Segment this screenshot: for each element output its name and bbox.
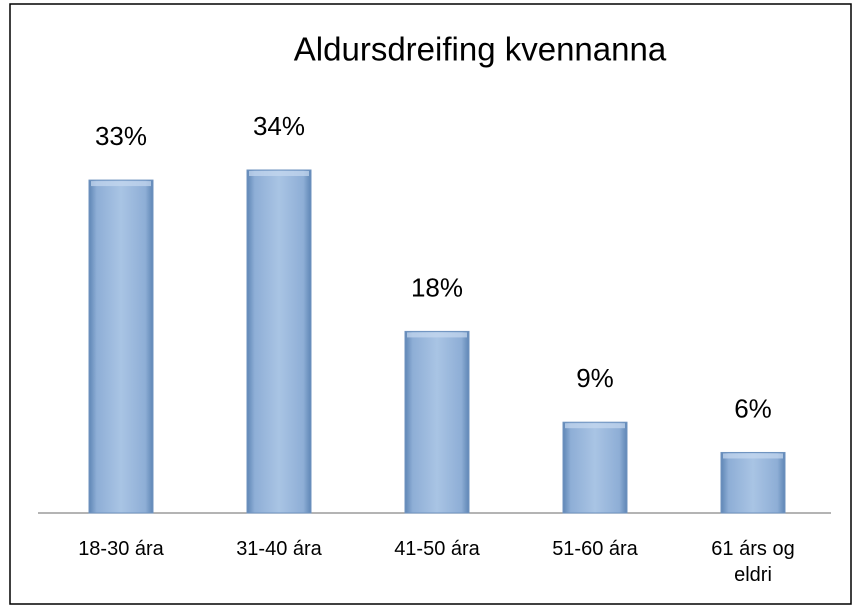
x-tick-label: 51-60 ára — [552, 538, 638, 560]
bar-highlight — [565, 423, 625, 429]
data-label: 18% — [411, 272, 463, 302]
x-tick-label: 61 árs og eldri — [711, 538, 795, 586]
data-label: 9% — [576, 363, 614, 393]
bar-highlight — [723, 453, 783, 459]
frame — [9, 3, 852, 605]
data-label: 34% — [253, 111, 305, 141]
data-label: 6% — [734, 393, 772, 423]
bar-highlight — [91, 181, 151, 187]
data-label: 33% — [95, 121, 147, 151]
x-tick-label: 31-40 ára — [236, 538, 322, 560]
x-tick-label: 18-30 ára — [78, 538, 164, 560]
bar-highlight — [407, 332, 467, 338]
bar-highlight — [249, 171, 309, 176]
bar — [404, 330, 470, 514]
bar — [562, 421, 628, 514]
bar — [720, 451, 786, 514]
chart-title: Aldursdreifing kvennanna — [294, 31, 667, 68]
x-tick-label: 41-50 ára — [394, 538, 480, 560]
bar — [246, 169, 312, 514]
bar — [88, 179, 154, 514]
